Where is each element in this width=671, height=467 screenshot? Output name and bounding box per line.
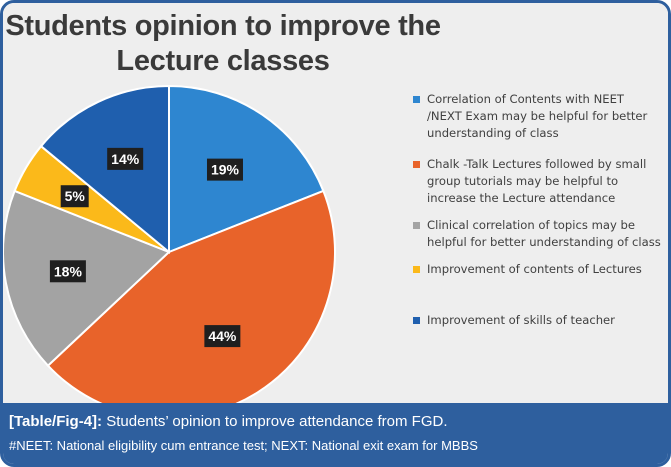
data-label-box [49,260,86,283]
data-label-box [107,147,144,170]
legend-label: Improvement of skills of teacher [427,313,615,327]
figure-caption: [Table/Fig-4]: Students’ opinion to impr… [3,403,668,464]
data-label-text: 14% [111,151,140,167]
pie-chart: 19% 44% 18% 5% 14% [3,84,336,403]
pie-slice [46,189,336,403]
data-label-box [204,325,241,348]
chart-legend: Correlation of Contents with NEET /NEXT … [413,91,661,329]
data-label-text: 5% [65,188,86,204]
slice-data-label: 18% [49,260,86,283]
legend-item: Clinical correlation of topics may be he… [413,217,661,251]
chart-area: Students opinion to improve the Lecture … [3,3,668,403]
pie-slice [3,189,171,368]
legend-item: Improvement of contents of Lectures [413,261,661,278]
legend-swatch [413,266,420,273]
data-label-text: 18% [54,263,83,279]
legend-label: Improvement of contents of Lectures [427,262,642,276]
caption-footnote: #NEET: National eligibility cum entrance… [9,438,478,453]
legend-label: Correlation of Contents with NEET /NEXT … [427,92,648,140]
data-label-text: 44% [208,328,237,344]
legend-swatch [413,222,420,229]
slice-data-label: 5% [60,185,89,208]
slice-data-label: 14% [107,147,144,170]
slice-data-label: 19% [206,158,243,181]
data-label-box [60,185,89,208]
legend-label: Clinical correlation of topics may be he… [427,218,661,249]
legend-swatch [413,96,420,103]
slice-data-label: 44% [204,325,241,348]
caption-title: [Table/Fig-4]: Students’ opinion to impr… [9,413,448,431]
legend-label: Chalk -Talk Lectures followed by small g… [427,157,647,205]
chart-title: Students opinion to improve the Lecture … [5,10,441,77]
pie-slice [168,84,325,254]
legend-item: Improvement of skills of teacher [413,312,661,329]
legend-swatch [413,317,420,324]
legend-item: Chalk -Talk Lectures followed by small g… [413,156,661,207]
pie-slice [39,84,170,255]
data-label-box [206,158,243,181]
data-label-text: 19% [211,162,240,178]
legend-swatch [413,161,420,168]
legend-item: Correlation of Contents with NEET /NEXT … [413,91,661,142]
caption-tag: [Table/Fig-4]: [9,413,103,430]
caption-text: Students’ opinion to improve attendance … [102,413,448,430]
